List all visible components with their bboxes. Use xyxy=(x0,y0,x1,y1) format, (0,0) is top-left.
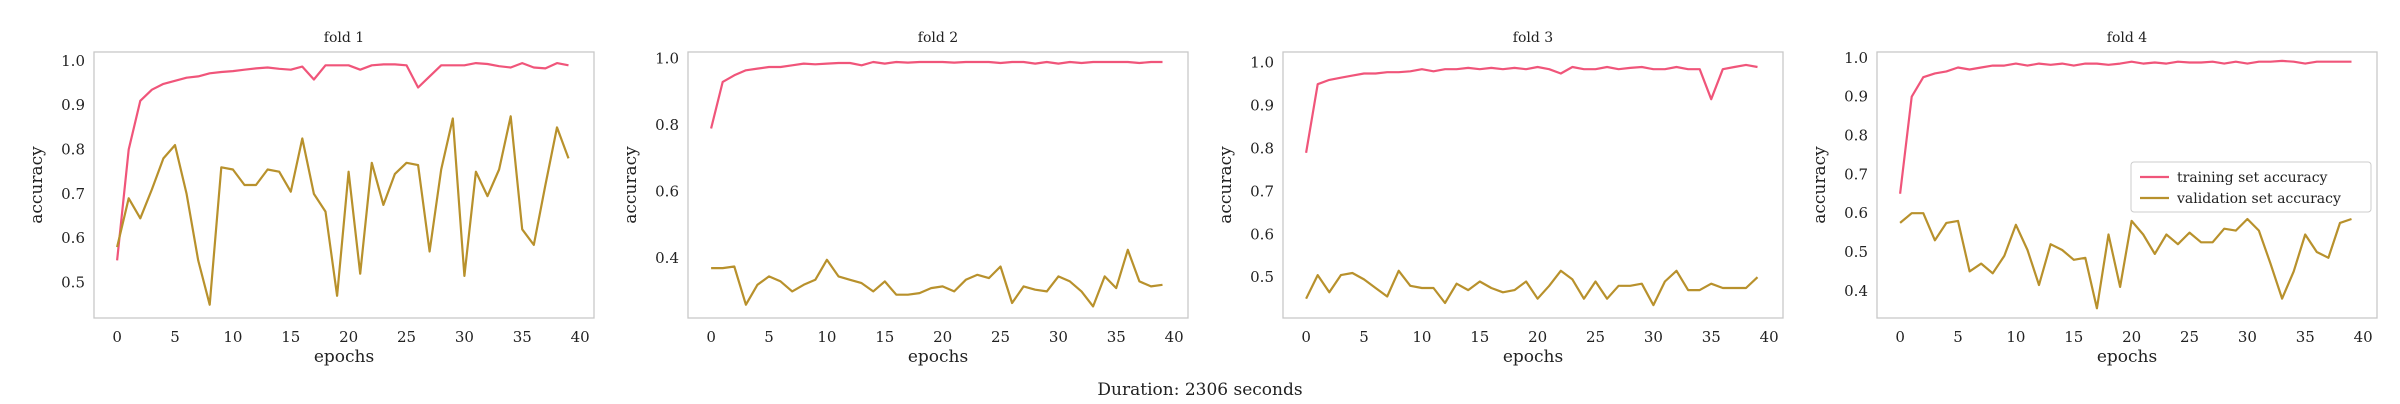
x-tick-label: 25 xyxy=(1586,328,1605,346)
x-tick-label: 5 xyxy=(1359,328,1369,346)
y-tick-label: 0.5 xyxy=(1250,268,1274,286)
plot-frame xyxy=(687,51,1189,319)
x-tick-label: 10 xyxy=(223,328,242,346)
x-tick-label: 30 xyxy=(1049,328,1068,346)
x-tick-label: 30 xyxy=(455,328,474,346)
validation-accuracy-line xyxy=(1305,269,1759,307)
legend: training set accuracy validation set accu… xyxy=(2130,161,2372,213)
x-tick-label: 20 xyxy=(2122,328,2141,346)
y-tick-label: 0.8 xyxy=(655,116,679,134)
y-tick-label: 0.4 xyxy=(655,249,679,267)
x-tick-label: 30 xyxy=(1644,328,1663,346)
x-axis-label: epochs xyxy=(2097,347,2157,367)
plot-frame xyxy=(1282,51,1784,319)
x-tick-label: 40 xyxy=(1760,328,1779,346)
legend-label: validation set accuracy xyxy=(2176,191,2341,207)
y-tick-label: 0.8 xyxy=(61,141,85,159)
x-tick-label: 35 xyxy=(1702,328,1721,346)
x-tick-label: 35 xyxy=(1107,328,1126,346)
x-tick-label: 15 xyxy=(2064,328,2083,346)
x-tick-label: 15 xyxy=(875,328,894,346)
y-axis-label: accuracy xyxy=(27,146,47,224)
chart-title: fold 1 xyxy=(324,30,364,46)
y-tick-label: 1.0 xyxy=(1844,49,1868,67)
x-tick-label: 40 xyxy=(1165,328,1184,346)
chart-panel-4: fold 4 0 5 10 15 20 25 30 35 40 0.4 0.5 0.6 0.7 0.8 0.9… xyxy=(1810,30,2378,367)
y-tick-label: 0.7 xyxy=(1844,165,1868,183)
x-tick-label: 35 xyxy=(513,328,532,346)
figure-caption: Duration: 2306 seconds xyxy=(1097,380,1303,400)
y-tick-label: 1.0 xyxy=(655,50,679,68)
x-tick-label: 20 xyxy=(1528,328,1547,346)
x-tick-label: 40 xyxy=(2354,328,2373,346)
validation-accuracy-line xyxy=(711,248,1163,308)
y-tick-label: 1.0 xyxy=(61,52,85,70)
plot-frame xyxy=(1876,51,2378,319)
x-tick-label: 10 xyxy=(1412,328,1431,346)
x-tick-label: 10 xyxy=(2006,328,2025,346)
validation-accuracy-line xyxy=(116,115,570,306)
chart-title: fold 3 xyxy=(1513,30,1553,46)
chart-panel-2: fold 2 0 5 10 15 20 25 30 35 40 0.4 0.6 0.8 1.0 epochs… xyxy=(621,30,1189,367)
y-tick-label: 0.6 xyxy=(1844,204,1868,222)
x-tick-label: 0 xyxy=(706,328,716,346)
x-tick-label: 5 xyxy=(170,328,180,346)
x-tick-label: 15 xyxy=(1470,328,1489,346)
x-axis-label: epochs xyxy=(314,347,374,367)
validation-accuracy-line xyxy=(1899,212,2352,310)
x-tick-label: 10 xyxy=(817,328,836,346)
chart-panel-1: fold 1 0 5 10 15 20 25 30 35 40 0.5 0.6 0.7 0.8 0.9 1.0… xyxy=(27,30,595,367)
x-tick-label: 0 xyxy=(112,328,122,346)
legend-box xyxy=(2130,161,2372,213)
legend-label: training set accuracy xyxy=(2177,170,2328,186)
y-tick-label: 0.7 xyxy=(1250,182,1274,200)
training-accuracy-line xyxy=(1899,59,2352,194)
plot-frame xyxy=(93,51,595,319)
x-axis-label: epochs xyxy=(908,347,968,367)
x-tick-label: 40 xyxy=(571,328,590,346)
x-tick-label: 5 xyxy=(764,328,774,346)
training-accuracy-line xyxy=(1305,63,1758,153)
y-tick-label: 0.5 xyxy=(61,274,85,292)
x-tick-label: 20 xyxy=(339,328,358,346)
y-tick-label: 0.8 xyxy=(1250,140,1274,158)
y-tick-label: 0.9 xyxy=(61,96,85,114)
x-tick-label: 25 xyxy=(397,328,416,346)
y-tick-label: 0.6 xyxy=(1250,225,1274,243)
x-tick-label: 0 xyxy=(1301,328,1311,346)
x-tick-label: 15 xyxy=(281,328,300,346)
y-tick-label: 0.4 xyxy=(1844,282,1868,300)
y-axis-label: accuracy xyxy=(621,146,641,224)
y-axis-label: accuracy xyxy=(1216,146,1236,224)
x-tick-label: 20 xyxy=(933,328,952,346)
y-tick-label: 0.5 xyxy=(1844,243,1868,261)
y-tick-label: 0.6 xyxy=(61,229,85,247)
x-tick-label: 35 xyxy=(2296,328,2315,346)
x-tick-label: 0 xyxy=(1895,328,1905,346)
chart-panel-3: fold 3 0 5 10 15 20 25 30 35 40 0.5 0.6 0.7 0.8 0.9 1.0… xyxy=(1216,30,1784,367)
x-tick-label: 5 xyxy=(1953,328,1963,346)
training-accuracy-line xyxy=(116,61,569,261)
x-tick-label: 25 xyxy=(2180,328,2199,346)
x-tick-label: 25 xyxy=(991,328,1010,346)
y-tick-label: 0.6 xyxy=(655,183,679,201)
y-tick-label: 0.7 xyxy=(61,185,85,203)
y-tick-label: 0.8 xyxy=(1844,126,1868,144)
chart-title: fold 4 xyxy=(2107,30,2148,46)
y-tick-label: 0.9 xyxy=(1844,88,1868,106)
chart-title: fold 2 xyxy=(918,30,958,46)
y-tick-label: 1.0 xyxy=(1250,54,1274,72)
y-tick-label: 0.9 xyxy=(1250,97,1274,115)
x-tick-label: 30 xyxy=(2238,328,2257,346)
training-accuracy-line xyxy=(710,60,1163,129)
x-axis-label: epochs xyxy=(1503,347,1563,367)
y-axis-label: accuracy xyxy=(1810,146,1830,224)
